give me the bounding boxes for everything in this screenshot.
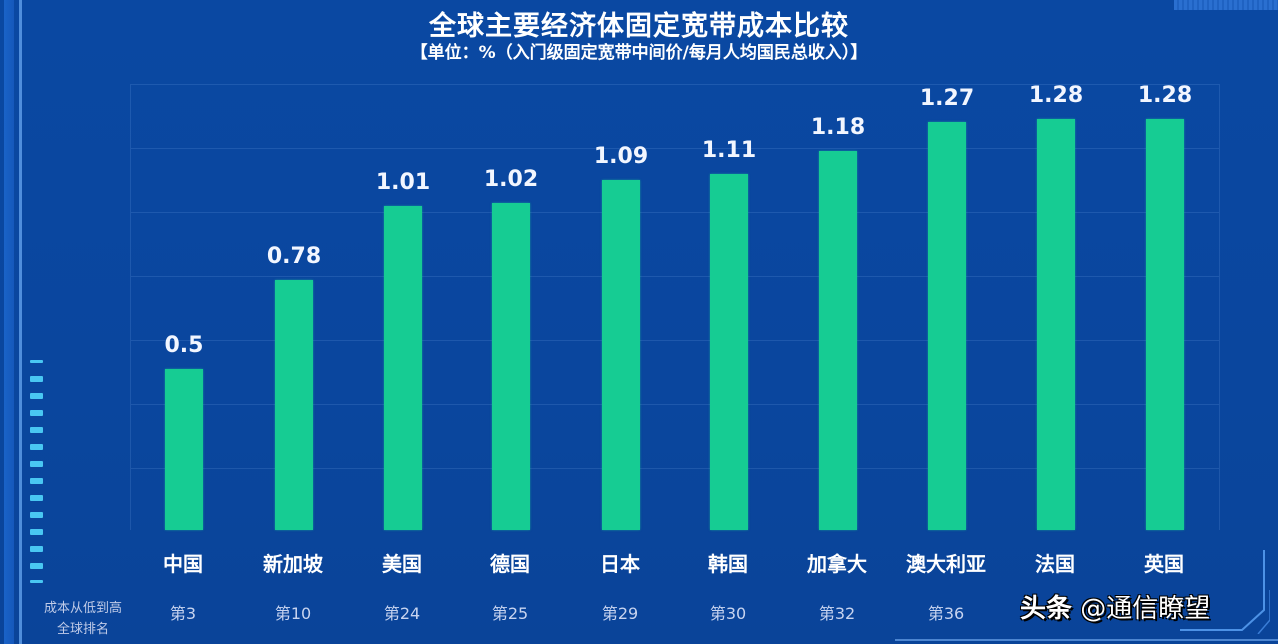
bar-group: 1.01 bbox=[349, 84, 457, 530]
bar bbox=[384, 206, 422, 530]
bar bbox=[928, 122, 966, 530]
left-rail-line bbox=[19, 0, 22, 644]
bar-value-label: 1.09 bbox=[593, 144, 649, 169]
left-rail-decoration bbox=[4, 0, 14, 644]
plot-area: 0.5 0.78 1.01 1.02 1.09 1.11 1.18 1.27 1.28 1.28 bbox=[130, 83, 1220, 530]
dash-mark bbox=[30, 512, 43, 518]
dash-mark bbox=[30, 546, 43, 552]
category-label: 加拿大 bbox=[807, 552, 867, 576]
bar-group: 1.09 bbox=[567, 84, 675, 530]
watermark-brand: 头条 bbox=[1020, 594, 1073, 624]
bar-value-label: 1.02 bbox=[483, 167, 539, 192]
rank-label: 第24 bbox=[383, 604, 421, 623]
dash-mark bbox=[30, 478, 43, 484]
bar bbox=[275, 280, 313, 530]
dash-mark bbox=[30, 410, 43, 416]
dash-scale-decoration bbox=[30, 360, 44, 596]
dash-mark bbox=[30, 461, 43, 467]
gridline bbox=[131, 404, 1219, 405]
dash-mark bbox=[30, 495, 43, 501]
category-label: 英国 bbox=[1144, 552, 1184, 576]
gridline bbox=[131, 468, 1219, 469]
chart-title: 全球主要经济体固定宽带成本比较 bbox=[429, 11, 849, 42]
watermark-handle: @通信瞭望 bbox=[1080, 594, 1211, 624]
gridline bbox=[131, 276, 1219, 277]
rank-label: 第29 bbox=[601, 604, 639, 623]
bar-group: 1.11 bbox=[675, 84, 783, 530]
bar-value-label: 0.5 bbox=[164, 333, 204, 358]
category-label: 韩国 bbox=[708, 552, 748, 576]
gridline bbox=[131, 84, 1219, 85]
bar bbox=[602, 180, 640, 530]
bar-value-label: 1.01 bbox=[375, 170, 431, 195]
dash-mark bbox=[30, 529, 43, 535]
corner-bracket-decoration bbox=[1180, 550, 1270, 634]
gridline bbox=[131, 340, 1219, 341]
gridline bbox=[131, 212, 1219, 213]
bar-group: 0.5 bbox=[130, 84, 238, 530]
bar-value-label: 1.18 bbox=[810, 115, 866, 140]
bar-value-label: 1.28 bbox=[1028, 83, 1084, 108]
bar bbox=[710, 174, 748, 530]
dash-mark bbox=[30, 393, 43, 399]
bar-value-label: 1.28 bbox=[1137, 83, 1193, 108]
dash-mark bbox=[30, 376, 43, 382]
bar-value-label: 1.27 bbox=[919, 86, 975, 111]
gridline bbox=[131, 148, 1219, 149]
rank-label: 第3 bbox=[169, 604, 197, 623]
dash-mark bbox=[30, 444, 43, 450]
bar bbox=[492, 203, 530, 530]
rank-label: 第30 bbox=[709, 604, 747, 623]
rank-label: 第25 bbox=[491, 604, 529, 623]
dash-mark bbox=[30, 427, 43, 433]
bar bbox=[1146, 119, 1184, 530]
category-label: 中国 bbox=[163, 552, 203, 576]
dash-mark bbox=[30, 360, 43, 363]
category-label: 日本 bbox=[600, 552, 640, 576]
rank-label: 第32 bbox=[818, 604, 856, 623]
dash-mark bbox=[30, 563, 43, 569]
rank-row-label: 成本从低到高 全球排名 bbox=[28, 598, 138, 640]
bar bbox=[165, 369, 203, 530]
bottom-line-decoration bbox=[895, 639, 1278, 641]
dash-mark bbox=[30, 580, 43, 583]
bar-group: 1.27 bbox=[893, 84, 1001, 530]
watermark: 头条 @通信瞭望 bbox=[1020, 588, 1210, 625]
rank-label: 第36 bbox=[927, 604, 965, 623]
top-right-decoration bbox=[1174, 0, 1278, 10]
category-label: 法国 bbox=[1035, 552, 1075, 576]
rank-label: 第10 bbox=[274, 604, 312, 623]
chart-subtitle: 【单位：%（入门级固定宽带中间价/每月人均国民总收入）】 bbox=[410, 43, 868, 63]
bar-group: 1.18 bbox=[784, 84, 892, 530]
bar-group: 0.78 bbox=[240, 84, 348, 530]
bar bbox=[1037, 119, 1075, 530]
bar-value-label: 0.78 bbox=[266, 244, 322, 269]
bar bbox=[819, 151, 857, 530]
category-label: 新加坡 bbox=[263, 552, 323, 576]
bar-value-label: 1.11 bbox=[701, 138, 757, 163]
bar-group: 1.28 bbox=[1111, 83, 1219, 530]
bar-group: 1.28 bbox=[1002, 83, 1110, 530]
rank-row-label-line2: 全球排名 bbox=[56, 622, 109, 637]
category-label: 德国 bbox=[490, 552, 530, 576]
category-label: 澳大利亚 bbox=[906, 552, 986, 576]
bar-group: 1.02 bbox=[457, 84, 565, 530]
rank-row-label-line1: 成本从低到高 bbox=[43, 601, 122, 616]
category-label: 美国 bbox=[382, 552, 422, 576]
